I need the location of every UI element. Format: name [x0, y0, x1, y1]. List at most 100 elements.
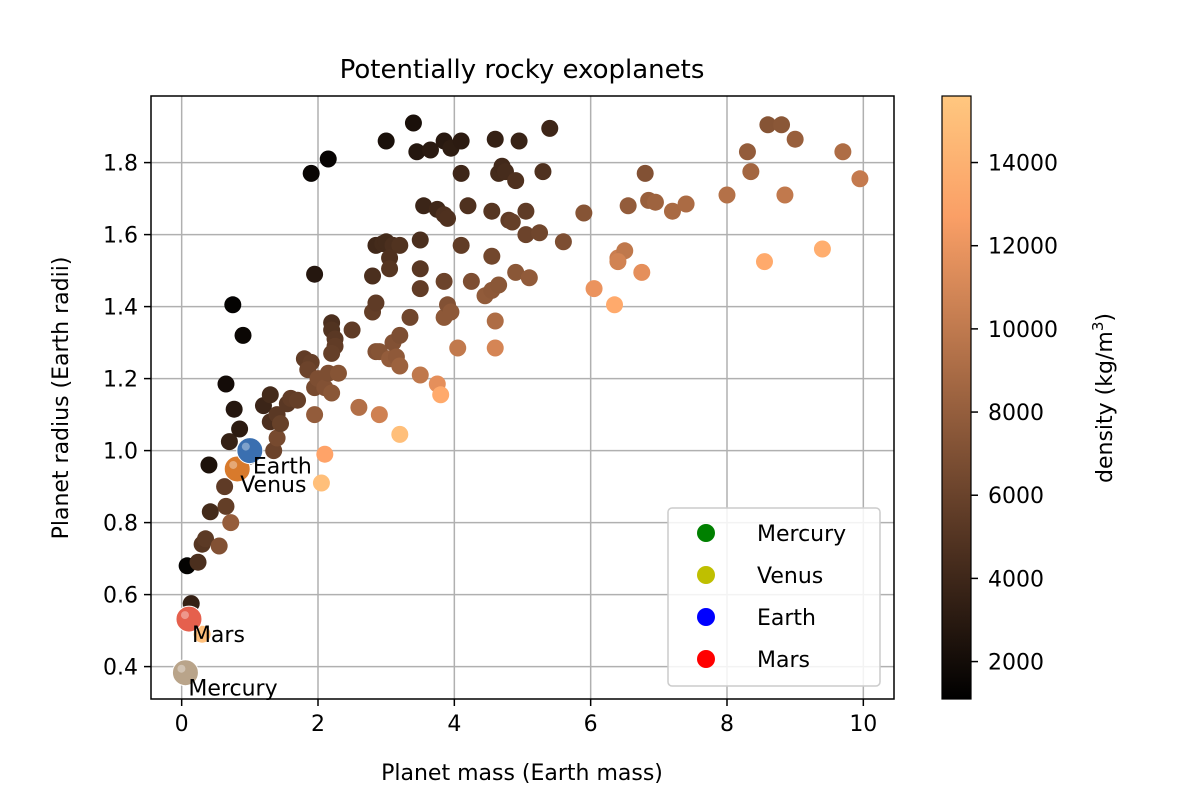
- data-point: [486, 312, 504, 330]
- data-point: [585, 280, 603, 298]
- data-point: [323, 344, 341, 362]
- data-point: [486, 339, 504, 357]
- data-point: [234, 326, 252, 344]
- data-point: [261, 386, 279, 404]
- data-point: [738, 143, 756, 161]
- planet-label-mars: Mars: [192, 623, 245, 648]
- data-point: [813, 240, 831, 258]
- data-point: [217, 497, 235, 515]
- colorbar-ticks: 2000 4000 6000 8000 10000 12000 14000: [971, 152, 1058, 676]
- colorbar-tick-label: 12000: [988, 235, 1058, 260]
- x-tick-label: 6: [584, 712, 598, 737]
- y-tick-label: 1.4: [103, 296, 138, 321]
- data-point: [534, 163, 552, 181]
- data-point: [217, 375, 235, 393]
- data-point: [306, 406, 324, 424]
- data-point: [306, 265, 324, 283]
- data-point: [442, 303, 460, 321]
- data-point: [718, 186, 736, 204]
- data-point: [381, 260, 399, 278]
- data-point: [541, 119, 559, 137]
- data-point: [452, 164, 470, 182]
- planet-marker-mercury: [171, 659, 199, 687]
- planet-highlight: [180, 611, 189, 620]
- data-point: [759, 116, 777, 134]
- data-point: [404, 114, 422, 132]
- data-point: [268, 429, 286, 447]
- data-point: [435, 272, 453, 290]
- data-point: [490, 276, 508, 294]
- colorbar-tick-label: 14000: [988, 152, 1058, 177]
- y-tick-label: 1.0: [103, 440, 138, 465]
- data-point: [411, 231, 429, 249]
- data-point: [646, 193, 664, 211]
- data-point: [370, 406, 388, 424]
- data-point: [225, 400, 243, 418]
- data-point: [408, 143, 426, 161]
- data-point: [554, 233, 572, 251]
- planet-label-venus: Venus: [240, 473, 306, 498]
- colorbar-tick-label: 6000: [988, 484, 1044, 509]
- data-point: [289, 391, 307, 409]
- colorbar-tick-label: 2000: [988, 651, 1044, 676]
- data-point: [851, 170, 869, 188]
- data-point: [510, 132, 528, 150]
- y-tick-label: 1.6: [103, 224, 138, 249]
- data-point: [609, 253, 627, 271]
- colorbar-tick-label: 4000: [988, 567, 1044, 592]
- x-axis-label: Planet mass (Earth mass): [381, 761, 663, 786]
- data-point: [272, 415, 290, 433]
- data-point: [449, 339, 467, 357]
- data-point: [415, 197, 433, 215]
- y-axis-ticks: 0.4 0.6 0.8 1.0 1.2 1.4 1.6 1.8: [103, 152, 151, 681]
- data-point: [201, 503, 219, 521]
- data-point: [367, 294, 385, 312]
- planet-marker-earth: [236, 437, 264, 465]
- data-point: [231, 420, 249, 438]
- legend: Mercury Venus Earth Mars: [667, 507, 881, 687]
- data-point: [462, 272, 480, 290]
- data-point: [452, 132, 470, 150]
- data-point: [575, 204, 593, 222]
- legend-label-mars: Mars: [757, 648, 810, 673]
- data-point: [364, 267, 382, 285]
- data-point: [531, 224, 549, 242]
- data-point: [377, 132, 395, 150]
- data-point: [606, 296, 624, 314]
- planet-highlight: [241, 442, 250, 451]
- data-point: [507, 263, 525, 281]
- colorbar-tick-label: 10000: [988, 318, 1058, 343]
- legend-box: [667, 507, 881, 687]
- y-axis-label: Planet radius (Earth radii): [49, 257, 74, 540]
- data-point: [411, 260, 429, 278]
- data-point: [636, 164, 654, 182]
- legend-marker-venus: [697, 566, 715, 584]
- data-point: [452, 236, 470, 254]
- legend-label-mercury: Mercury: [757, 522, 846, 547]
- data-point: [786, 130, 804, 148]
- colorbar-gradient: [941, 95, 972, 700]
- data-point: [517, 202, 535, 220]
- data-point: [432, 386, 450, 404]
- data-point: [343, 321, 361, 339]
- legend-marker-mercury: [697, 524, 715, 542]
- x-tick-label: 4: [447, 712, 461, 737]
- data-point: [210, 537, 228, 555]
- data-point: [517, 226, 535, 244]
- legend-label-earth: Earth: [757, 606, 816, 631]
- data-point: [350, 398, 368, 416]
- data-point: [755, 253, 773, 271]
- x-tick-label: 0: [175, 712, 189, 737]
- data-point: [197, 530, 215, 548]
- x-tick-label: 10: [849, 712, 877, 737]
- planet-label-mercury: Mercury: [188, 677, 277, 702]
- planet-highlight: [177, 664, 186, 673]
- data-point: [439, 209, 457, 227]
- data-point: [663, 202, 681, 220]
- x-axis-ticks: 0 2 4 6 8 10: [175, 699, 877, 737]
- data-point: [486, 130, 504, 148]
- data-point: [411, 280, 429, 298]
- planet-marker-mars: [175, 605, 203, 633]
